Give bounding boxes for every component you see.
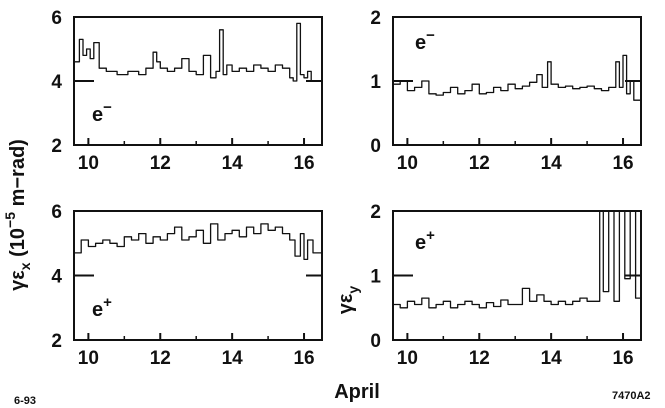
- x-tick-label: 14: [541, 153, 563, 174]
- particle-base: e: [415, 32, 426, 54]
- y-tick-label: 2: [370, 202, 381, 223]
- x-tick-label: 12: [469, 348, 490, 369]
- corner-figure-id: 7470A2: [612, 390, 651, 402]
- x-tick-label: 16: [293, 348, 314, 369]
- ylabel-right: γεy: [335, 286, 361, 315]
- emittance-trace: [393, 54, 642, 102]
- particle-base: e: [92, 299, 103, 321]
- x-tick-label: 16: [612, 153, 633, 174]
- y-tick-label: 6: [51, 202, 62, 223]
- ylabel-left-subscript: x: [17, 262, 33, 270]
- ylabel-left-exponent: −5: [2, 212, 18, 228]
- particle-charge: +: [103, 294, 112, 311]
- y-tick-label: 2: [51, 331, 62, 352]
- ylabel-left-paren: (10: [7, 228, 29, 262]
- x-tick-label: 10: [397, 348, 418, 369]
- emittance-trace: [393, 210, 642, 309]
- x-tick-label: 12: [150, 153, 171, 174]
- particle-charge: +: [426, 227, 435, 244]
- particle-label: e−: [415, 27, 435, 54]
- y-tick-label: 4: [51, 267, 62, 288]
- y-tick-label: 0: [370, 136, 381, 157]
- x-tick-label: 16: [293, 153, 314, 174]
- plot-frame: [73, 16, 323, 146]
- x-tick-label: 10: [397, 153, 418, 174]
- ylabel-right-gamma-eps: γε: [335, 293, 357, 314]
- x-tick-label: 16: [612, 348, 633, 369]
- ylabel-right-subscript: y: [345, 286, 361, 294]
- particle-label: e−: [92, 99, 112, 126]
- x-tick-label: 12: [150, 348, 171, 369]
- particle-label: e+: [92, 294, 112, 321]
- y-tick-label: 2: [51, 136, 62, 157]
- y-tick-label: 4: [51, 72, 62, 93]
- particle-label: e+: [415, 227, 435, 254]
- x-tick-label: 10: [78, 348, 99, 369]
- y-tick-label: 1: [370, 267, 381, 288]
- x-tick-label: 10: [78, 153, 99, 174]
- panel-top-left: 2 4 6 10 12 14 16 e−: [51, 8, 323, 174]
- panel-bottom-left: 2 4 6 10 12 14 16 e+: [51, 202, 323, 369]
- y-tick-label: 1: [370, 72, 381, 93]
- particle-charge: −: [426, 27, 435, 44]
- x-tick-label: 14: [541, 348, 563, 369]
- emittance-trace: [74, 223, 322, 261]
- x-tick-label: 12: [469, 153, 490, 174]
- ylabel-left: γεx (10−5 m−rad): [2, 139, 33, 291]
- x-tick-label: 14: [222, 348, 244, 369]
- x-tick-label: 14: [222, 153, 244, 174]
- y-tick-label: 6: [51, 8, 62, 29]
- ylabel-left-gamma-eps: γε: [7, 270, 29, 291]
- y-tick-label: 2: [370, 8, 381, 29]
- xlabel-april: April: [334, 381, 380, 403]
- ylabel-left-unit: m−rad): [7, 139, 29, 212]
- y-tick-label: 0: [370, 331, 381, 352]
- emittance-trace: [74, 22, 322, 82]
- particle-base: e: [415, 232, 426, 254]
- particle-charge: −: [103, 99, 112, 116]
- corner-date-note: 6-93: [14, 395, 36, 407]
- particle-base: e: [92, 104, 103, 126]
